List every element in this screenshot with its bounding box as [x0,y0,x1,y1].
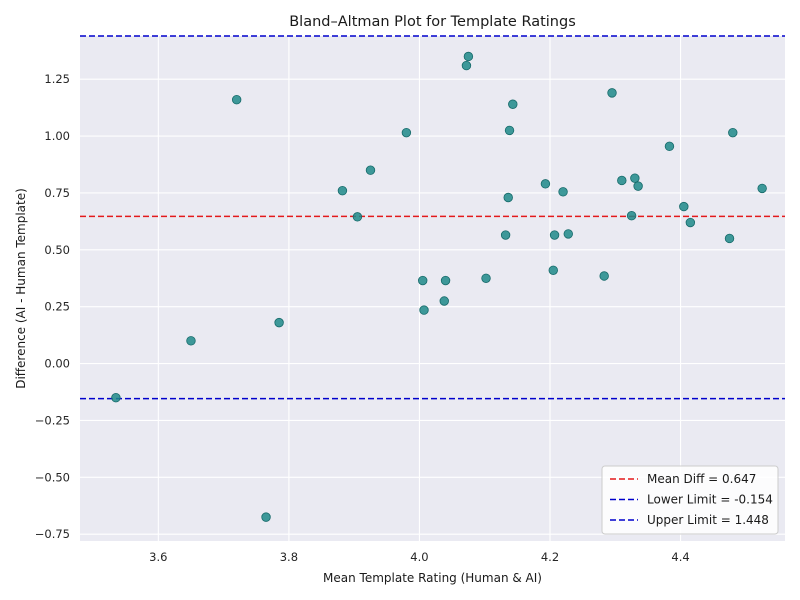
y-tick-label: 1.00 [44,129,70,143]
legend-entry: Lower Limit = -0.154 [647,493,773,507]
data-point [617,175,627,186]
data-point [685,217,696,228]
data-point [599,271,609,281]
y-tick-label: 0.50 [44,243,70,257]
data-point [540,179,551,189]
x-tick-label: 4.4 [671,550,689,564]
data-point [439,296,449,306]
reference-lines [80,35,785,400]
y-tick-label: −0.50 [35,470,70,484]
y-tick-label: 1.25 [44,72,70,86]
y-tick-label: −0.25 [35,413,70,427]
data-point [418,275,428,286]
legend-box [601,465,779,535]
data-point [337,185,348,196]
data-point [352,212,363,222]
y-tick-label: 0.00 [44,357,70,371]
y-axis-label: Difference (AI - Human Template) [14,188,28,389]
data-point [607,88,617,98]
plot-area [80,36,785,541]
x-tick-label: 3.8 [280,550,298,564]
y-tick-labels: −0.75 −0.50 −0.25 0.00 0.25 0.50 0.75 1.00 1.25 [35,72,70,541]
y-tick-label: 0.25 [44,300,70,314]
legend: Mean Diff = 0.647 Lower Limit = -0.154 Upp… [601,465,779,535]
data-point [500,230,511,240]
data-point [664,141,675,152]
data-point [508,99,518,109]
data-point [111,392,121,403]
data-point [231,94,242,105]
data-points [111,51,767,522]
data-point [626,211,637,221]
data-point [463,51,474,62]
data-point [186,336,196,346]
x-tick-labels: 3.6 3.8 4.0 4.2 4.4 [149,550,690,564]
data-point [630,173,640,183]
data-point [728,127,738,138]
data-point [274,317,284,328]
grid-lines [80,36,785,541]
data-point [633,181,643,191]
data-point [440,275,451,286]
data-point [503,192,513,203]
data-point [261,512,271,522]
data-point [558,187,568,197]
data-point [419,305,429,315]
data-point [724,233,735,244]
data-point [549,230,560,240]
legend-entry: Mean Diff = 0.647 [647,472,756,486]
x-axis-label: Mean Template Rating (Human & AI) [323,571,542,585]
data-point [504,125,515,136]
data-point [461,60,472,71]
data-point [401,127,412,138]
x-tick-label: 4.0 [410,550,428,564]
data-point [548,265,558,276]
x-tick-label: 4.2 [541,550,559,564]
y-tick-label: −0.75 [35,527,70,541]
y-tick-label: 0.75 [44,186,70,200]
legend-entry: Upper Limit = 1.448 [647,513,769,527]
data-point [757,183,767,194]
chart-title: Bland–Altman Plot for Template Ratings [289,14,576,30]
data-point [481,273,491,283]
data-point [365,165,376,175]
data-point [563,229,573,239]
data-point [679,201,689,212]
x-tick-label: 3.6 [149,550,167,564]
